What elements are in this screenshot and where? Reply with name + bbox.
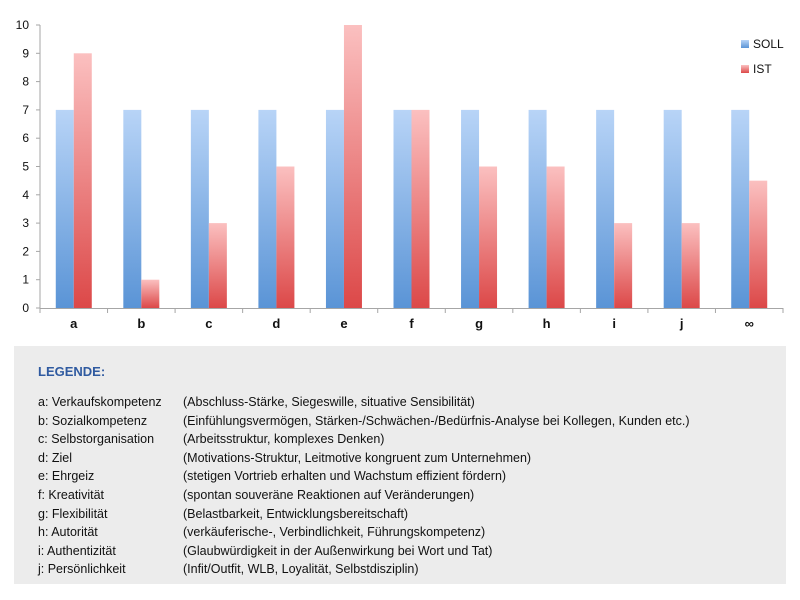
y-tick-label: 7 <box>22 103 29 117</box>
x-category-label: ∞ <box>745 316 754 331</box>
x-category-label: h <box>543 316 551 331</box>
legend-swatch-soll <box>741 40 749 48</box>
legend-row: i: Authentizität (Glaubwürdigkeit in der … <box>38 542 786 561</box>
legend-description: (stetigen Vortrieb erhalten und Wachstum… <box>183 469 507 484</box>
legend-description: (Einfühlungsvermögen, Stärken-/Schwächen… <box>183 413 690 428</box>
legend-key: c: Selbstorganisation <box>38 432 155 447</box>
y-tick-label: 0 <box>22 301 29 315</box>
y-tick-label: 1 <box>22 273 29 287</box>
bar-soll-f <box>393 109 412 309</box>
y-tick-label: 4 <box>22 188 29 202</box>
bar-ist-j <box>681 223 700 308</box>
bar-chart: 0 1 2 3 4 5 6 7 8 9 10 a b c d e f g h i j ∞ SOLL IST <box>16 18 784 331</box>
y-tick-label: 8 <box>22 75 29 89</box>
legend-title: LEGENDE: <box>38 364 106 379</box>
bar-ist-b <box>141 279 160 308</box>
legend-description: (Arbeitsstruktur, komplexes Denken) <box>183 432 385 447</box>
bar-ist-i <box>614 223 633 308</box>
legend-row: b: Sozialkompetenz (Einfühlungsvermögen, … <box>38 412 786 431</box>
y-tick-label: 3 <box>22 216 29 230</box>
bar-soll-b <box>123 109 142 309</box>
bar-ist-a <box>73 53 92 308</box>
legend-label-ist: IST <box>753 62 772 76</box>
bar-soll-∞ <box>731 109 750 309</box>
legend-swatch-ist <box>741 65 749 73</box>
bar-ist-h <box>546 166 565 308</box>
bar-soll-g <box>461 109 480 309</box>
y-tick-label: 6 <box>22 131 29 145</box>
legend-key: b: Sozialkompetenz <box>38 413 148 428</box>
x-category-label: f <box>409 316 414 331</box>
legend-description: (spontan souveräne Reaktionen auf Veränd… <box>183 487 475 502</box>
bar-ist-f <box>411 109 430 309</box>
legend-row: f: Kreativität (spontan souveräne Reaktio… <box>38 486 786 505</box>
legend-description: (Motivations-Struktur, Leitmotive kongru… <box>183 450 532 465</box>
y-tick-label: 10 <box>16 18 30 32</box>
x-category-label: b <box>137 316 145 331</box>
legend-panel: LEGENDE: a: Verkaufskompetenz (Abschluss-… <box>14 346 786 584</box>
legend-key: d: Ziel <box>38 450 73 465</box>
bar-ist-g <box>479 166 498 308</box>
y-tick-label: 2 <box>22 244 29 258</box>
bar-soll-e <box>325 109 344 309</box>
legend-description: (Glaubwürdigkeit in der Außenwirkung bei… <box>183 543 493 558</box>
x-category-label: g <box>475 316 483 331</box>
bar-soll-d <box>258 109 277 309</box>
x-category-label: j <box>679 316 684 331</box>
bar-ist-∞ <box>749 180 768 308</box>
x-category-label: d <box>272 316 280 331</box>
x-axis-labels: a b c d e f g h i j ∞ <box>70 316 754 331</box>
bar-soll-c <box>190 109 209 309</box>
legend-key: i: Authentizität <box>38 543 116 558</box>
legend-key: e: Ehrgeiz <box>38 469 95 484</box>
legend-key: g: Flexibilität <box>38 506 108 521</box>
x-category-label: c <box>205 316 212 331</box>
y-tick-label: 9 <box>22 46 29 60</box>
legend-key: f: Kreativität <box>38 487 104 502</box>
bar-series <box>55 25 768 309</box>
legend-list: a: Verkaufskompetenz (Abschluss-Stärke, S… <box>38 393 786 579</box>
legend-row: c: Selbstorganisation (Arbeitsstruktur, k… <box>38 430 786 449</box>
legend-row: e: Ehrgeiz (stetigen Vortrieb erhalten un… <box>38 467 786 486</box>
legend-description: (Abschluss-Stärke, Siegeswille, situativ… <box>183 395 475 409</box>
x-category-label: i <box>612 316 616 331</box>
legend-row: d: Ziel (Motivations-Struktur, Leitmotive… <box>38 449 786 468</box>
legend-description: (Infit/Outfit, WLB, Loyalität, Selbstdis… <box>183 562 419 577</box>
bar-ist-e <box>343 25 362 308</box>
legend-key: j: Persönlichkeit <box>38 562 126 577</box>
legend-key: a: Verkaufskompetenz <box>38 395 162 409</box>
legend-row: j: Persönlichkeit (Infit/Outfit, WLB, Loy… <box>38 560 786 579</box>
legend-row: a: Verkaufskompetenz (Abschluss-Stärke, S… <box>38 393 786 412</box>
x-category-label: a <box>70 316 78 331</box>
y-tick-label: 5 <box>22 160 29 174</box>
chart-legend: SOLL IST <box>741 37 784 76</box>
legend-row: h: Autorität (verkäuferische-, Verbindlic… <box>38 523 786 542</box>
bar-soll-j <box>663 109 682 309</box>
x-category-label: e <box>340 316 347 331</box>
legend-key: h: Autorität <box>38 525 98 540</box>
legend-description: (verkäuferische-, Verbindlichkeit, Führu… <box>183 525 486 540</box>
axes <box>39 25 784 313</box>
bar-soll-a <box>55 109 74 309</box>
bar-soll-h <box>528 109 547 309</box>
legend-description: (Belastbarkeit, Entwicklungsbereitschaft… <box>183 506 409 521</box>
legend-label-soll: SOLL <box>753 37 784 51</box>
bar-ist-d <box>276 166 295 308</box>
legend-row: g: Flexibilität (Belastbarkeit, Entwicklu… <box>38 505 786 524</box>
y-axis-ticks: 0 1 2 3 4 5 6 7 8 9 10 <box>16 18 40 315</box>
bar-ist-c <box>208 223 227 308</box>
bar-soll-i <box>596 109 615 309</box>
